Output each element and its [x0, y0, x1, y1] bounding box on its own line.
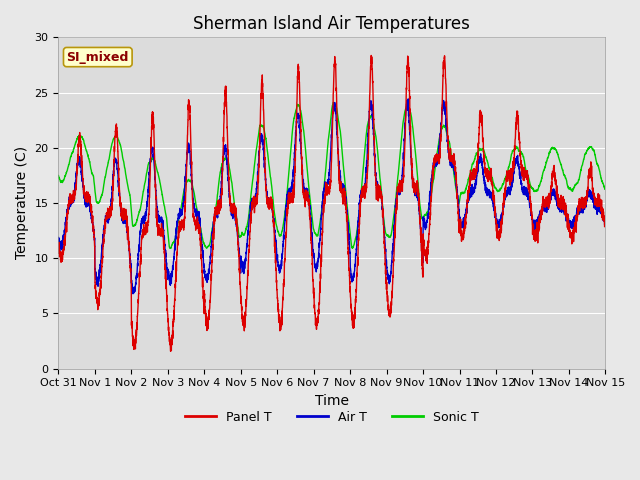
Air T	[54, 235, 62, 240]
Title: Sherman Island Air Temperatures: Sherman Island Air Temperatures	[193, 15, 470, 33]
Panel T	[601, 219, 609, 225]
Panel T	[486, 172, 493, 178]
Panel T	[455, 216, 463, 222]
Line: Air T: Air T	[58, 99, 605, 294]
Line: Panel T: Panel T	[58, 56, 605, 351]
Air T	[424, 212, 432, 218]
Air T	[601, 219, 609, 225]
Text: SI_mixed: SI_mixed	[67, 50, 129, 63]
Air T	[404, 96, 412, 102]
Panel T	[54, 244, 62, 250]
Air T	[312, 263, 319, 268]
Sonic T	[153, 166, 161, 172]
Panel T	[602, 220, 609, 226]
Air T	[153, 203, 161, 208]
Sonic T	[602, 186, 609, 192]
Sonic T	[54, 173, 62, 179]
Legend: Panel T, Air T, Sonic T: Panel T, Air T, Sonic T	[180, 406, 484, 429]
X-axis label: Time: Time	[315, 394, 349, 408]
Air T	[455, 203, 463, 208]
Sonic T	[330, 100, 337, 106]
Sonic T	[601, 186, 609, 192]
Air T	[602, 218, 609, 224]
Panel T	[167, 348, 175, 354]
Air T	[129, 291, 137, 297]
Sonic T	[312, 231, 319, 237]
Sonic T	[455, 201, 463, 207]
Panel T	[312, 322, 319, 328]
Panel T	[424, 244, 432, 250]
Line: Sonic T: Sonic T	[58, 103, 605, 248]
Panel T	[153, 210, 161, 216]
Panel T	[367, 53, 375, 59]
Sonic T	[166, 245, 174, 251]
Air T	[486, 195, 493, 201]
Sonic T	[424, 206, 432, 212]
Y-axis label: Temperature (C): Temperature (C)	[15, 146, 29, 260]
Sonic T	[486, 166, 493, 171]
